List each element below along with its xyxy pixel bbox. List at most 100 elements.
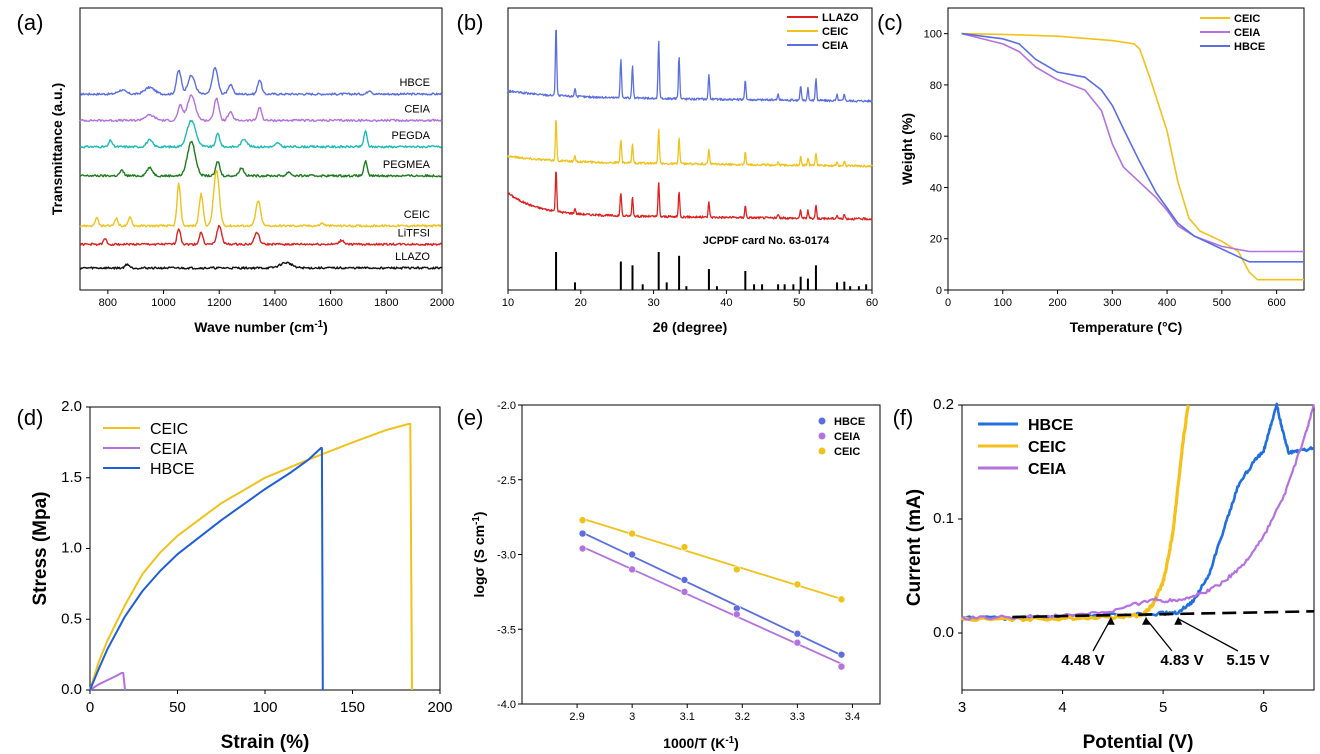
x-axis-title-e-sup: -1 [725,735,734,746]
panel-f: (f) 3 4 5 6 0.0 0.1 0.2 Potential (V) Current (mA… [893,396,1315,753]
legend-label-hbce: HBCE [1234,41,1265,53]
legend-label-ceic: CEIC [822,26,848,38]
legend-label-ceic: CEIC [150,421,188,438]
x-tick-label: 5 [1159,699,1167,716]
legend-label-hbce: HBCE [150,461,194,478]
panel-e: (e) 2.9 3 3.1 3.2 3.3 3.4 -4.0 -3.5 -3.0 -2.5 -2.0 1… [457,400,881,752]
plot-frame-d [89,406,441,691]
data-point-hbce [837,650,846,659]
data-point-hbce [793,629,802,638]
fit-line-ceic [582,517,842,600]
series-label-llazo: LLAZO [395,251,430,263]
y-tick-label: 0.5 [61,610,82,627]
series-label-pegda: PEGDA [391,130,430,142]
y-tick-label: 0.0 [61,681,82,698]
y-tick-label: -4.0 [497,699,516,711]
series-line-hbce [961,32,1304,263]
x-axis-title-d: Strain (%) [221,732,310,753]
x-axis-title-e-end: ) [734,735,739,751]
x-axis-title-a-main: Wave number (cm [194,319,314,335]
panel-label-b: (b) [457,10,484,35]
x-tick-label: 3.2 [735,711,750,723]
data-point-ceia [578,544,587,553]
y-tick-label: -3.5 [497,624,516,636]
series-line-ceic [961,32,1304,281]
series-label-hbce: HBCE [399,77,430,89]
data-point-ceic [628,529,636,538]
x-tick-label: 100 [994,297,1012,309]
series-label-pegmea: PEGMEA [383,159,431,171]
x-axis-title-e: 1000/T (K-1) [663,735,739,752]
legend-label-ceia: CEIA [822,40,848,52]
series-line-ceia [79,94,443,123]
legend-label-ceic: CEIC [834,446,860,458]
x-tick-label: 2.9 [569,711,584,723]
y-tick-label: 0 [936,285,942,297]
y-tick-label: -2.5 [497,475,516,487]
legend-label-ceic: CEIC [1028,439,1067,456]
data-point-hbce [628,550,636,559]
series-line-litfsi [79,224,443,246]
series-label-ceia: CEIA [404,103,430,115]
annotation-arrow-head [1174,616,1183,625]
y-tick-label: 1.0 [61,540,82,557]
annotation-label: 4.83 V [1160,652,1203,669]
x-axis-title-a-end: ) [323,319,328,335]
x-tick-label: 1000 [151,297,175,309]
annotation-arrow-line [1177,618,1239,652]
panel-label-f: (f) [893,405,914,430]
x-tick-label: 150 [340,699,365,716]
series-line-ceia [961,32,1304,253]
legend-marker-ceia [818,432,826,440]
x-tick-label: 20 [575,297,587,309]
series-line-ceic [961,404,1190,623]
y-tick-label: 60 [930,131,942,143]
baseline-dashed-line [1012,610,1315,619]
panel-d: (d) 0 50 100 150 200 0.0 0.5 1.0 1.5 2.0 Strain (%)… [17,398,453,753]
legend-label-ceia: CEIA [150,441,188,458]
x-axis-title-e-main: 1000/T (K [663,735,725,751]
series-line-hbce [961,402,1315,621]
y-axis-title-e: logσ (S cm-1) [471,512,488,598]
x-tick-label: 60 [866,297,878,309]
y-tick-label: 2.0 [61,398,82,415]
y-tick-label: 80 [930,80,942,92]
series-line-ceia [961,404,1315,621]
y-tick-label: 0.1 [933,510,954,527]
x-tick-label: 1400 [263,297,287,309]
x-tick-label: 10 [502,297,514,309]
legend-label-llazo: LLAZO [822,12,859,24]
fit-line-ceia [582,546,842,665]
x-tick-label: 1200 [207,297,231,309]
series-line-ceic [89,423,413,691]
panel-c: (c) 0 100 200 300 400 500 600 0 20 40 60 80 100 Temper… [877,7,1305,335]
series-line-ceia [89,672,126,691]
plot-frame-a [79,7,443,291]
series-line-pegmea [79,140,442,178]
legend-label-ceia: CEIA [1028,461,1067,478]
x-tick-label: 50 [793,297,805,309]
series-label-ceic: CEIC [404,209,430,221]
x-tick-label: 500 [1213,297,1231,309]
legend-label-ceia: CEIA [834,431,860,443]
series-line-llazo [507,171,873,221]
series-line-ceia [507,29,873,103]
legend-label-ceic: CEIC [1234,13,1260,25]
annotation-label: 5.15 V [1226,652,1269,669]
data-point-ceia [837,662,846,671]
reference-card-label: JCPDF card No. 63-0174 [703,235,830,247]
x-tick-label: 1600 [318,297,342,309]
panel-label-e: (e) [457,405,484,430]
y-tick-label: 0.0 [933,624,954,641]
x-axis-title-b: 2θ (degree) [653,319,727,335]
x-tick-label: 200 [1048,297,1066,309]
x-tick-label: 3 [629,711,635,723]
x-tick-label: 3.4 [845,711,860,723]
plot-frame-f [961,404,1315,691]
annotation-arrow-head [1142,616,1151,625]
x-tick-label: 4 [1058,699,1066,716]
data-point-ceic [732,565,741,574]
legend-label-hbce: HBCE [834,416,865,428]
x-tick-label: 200 [427,699,452,716]
legend-label-ceia: CEIA [1234,27,1260,39]
